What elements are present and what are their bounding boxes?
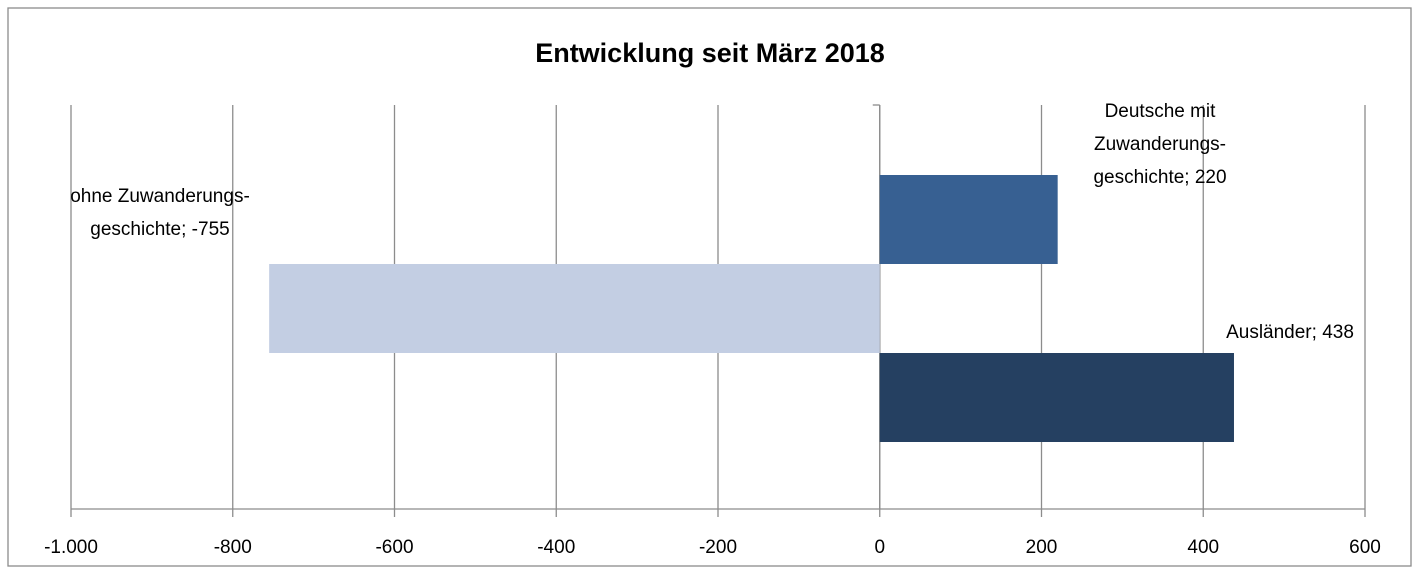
bar [269,264,880,353]
x-tick-label: -1.000 [44,537,98,558]
bar [879,175,1058,264]
x-tick-label: 200 [1026,537,1058,558]
data-label: Zuwanderungs- [1094,134,1226,155]
bar [879,353,1234,442]
x-tick-label: -600 [375,537,413,558]
x-tick-label: 400 [1187,537,1219,558]
data-label: geschichte; -755 [90,219,229,240]
data-label: Ausländer; 438 [1226,322,1354,343]
x-tick-label: -200 [699,537,737,558]
x-tick-label: 0 [874,537,885,558]
x-tick-label: -800 [214,537,252,558]
data-label: ohne Zuwanderungs- [70,186,250,207]
x-tick-label: -400 [537,537,575,558]
x-tick-label: 600 [1349,537,1381,558]
data-label: geschichte; 220 [1093,167,1226,188]
chart-title: Entwicklung seit März 2018 [535,38,885,68]
data-label: Deutsche mit [1105,101,1217,122]
